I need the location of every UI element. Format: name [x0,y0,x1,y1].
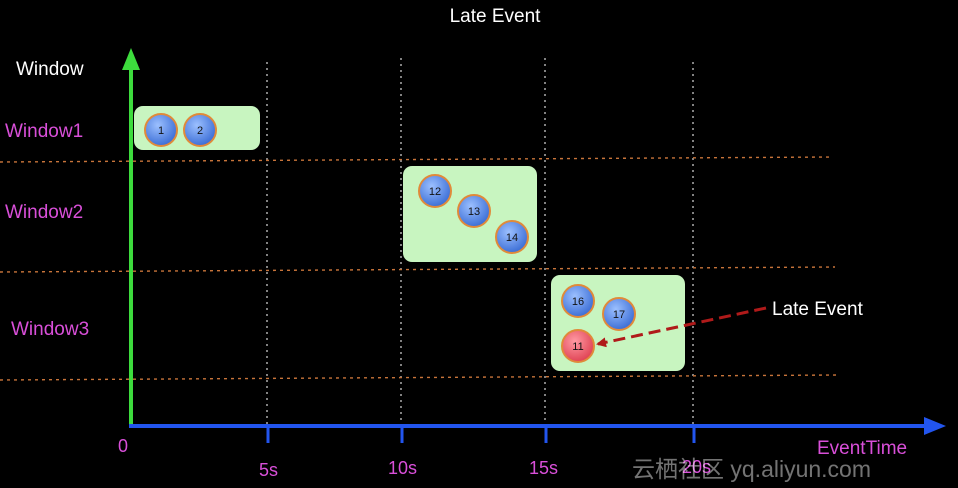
event-1-label: 1 [158,125,164,137]
window-separators [0,156,839,381]
tick-label-5s: 5s [259,460,278,480]
watermark: 云栖社区 yq.aliyun.com [632,456,871,482]
separator-3 [0,374,839,381]
origin-label: 0 [118,436,128,456]
late-event-arrow [596,306,767,348]
event-2-label: 2 [197,125,203,137]
separator-1 [0,156,833,163]
y-axis-arrowhead [122,48,140,70]
event-17-label: 17 [613,309,625,321]
y-axis-label: Window [16,59,84,80]
event-12-label: 12 [429,186,441,198]
event-13: 13 [457,194,491,228]
event-16-label: 16 [572,296,584,308]
event-16: 16 [561,284,595,318]
late-event-11-label: 11 [572,341,583,353]
diagram-title: Late Event [450,6,542,27]
x-axis-arrowhead [924,417,946,435]
tick-label-10s: 10s [388,458,417,478]
tick-label-20s: 20s [682,457,711,477]
event-14-label: 14 [506,232,518,244]
event-13-label: 13 [468,206,480,218]
tick-label-15s: 15s [529,458,558,478]
x-axis-label: EventTime [817,438,907,459]
window3-label: Window3 [11,319,89,340]
late-event-11: 11 [561,329,595,363]
event-14: 14 [495,220,529,254]
window1-label: Window1 [5,121,83,142]
vertical-gridlines [266,58,694,425]
event-17: 17 [602,297,636,331]
event-1: 1 [144,113,178,147]
window2-label: Window2 [5,202,83,223]
separator-2 [0,266,836,273]
event-12: 12 [418,174,452,208]
x-axis-ticks [266,426,696,443]
event-2: 2 [183,113,217,147]
late-event-label: Late Event [772,299,864,320]
